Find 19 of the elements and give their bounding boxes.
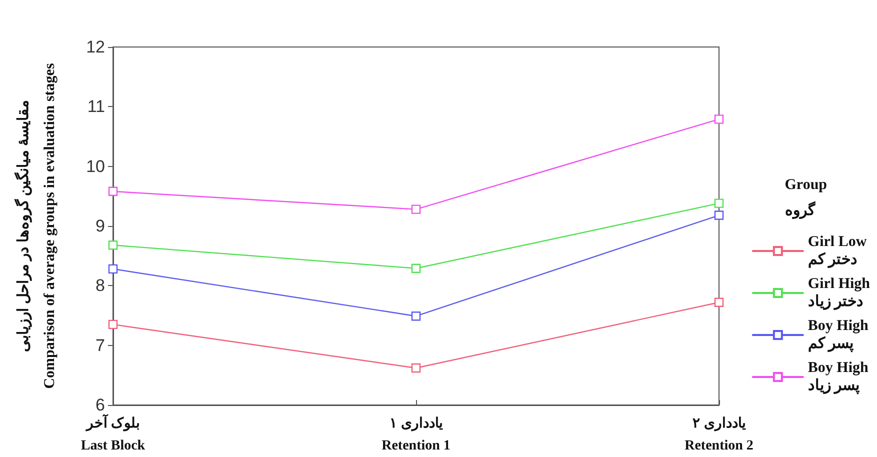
point (714, 210, 724, 220)
point (411, 204, 421, 214)
point (108, 264, 118, 274)
y-tick-label: 7 (96, 336, 105, 355)
y-tick-label: 6 (96, 396, 105, 414)
y-tick-label: 11 (87, 97, 105, 116)
y-tick-label: 8 (96, 276, 105, 296)
point (714, 198, 724, 208)
point (108, 240, 118, 250)
y-tick-label: 9 (96, 216, 105, 236)
point (108, 320, 118, 330)
point (714, 114, 724, 124)
point (411, 363, 421, 373)
y-tick-label: 10 (86, 156, 105, 176)
point (108, 186, 118, 196)
point (411, 264, 421, 273)
y-tick-label: 12 (86, 38, 105, 56)
point (411, 311, 421, 321)
point (714, 298, 724, 307)
